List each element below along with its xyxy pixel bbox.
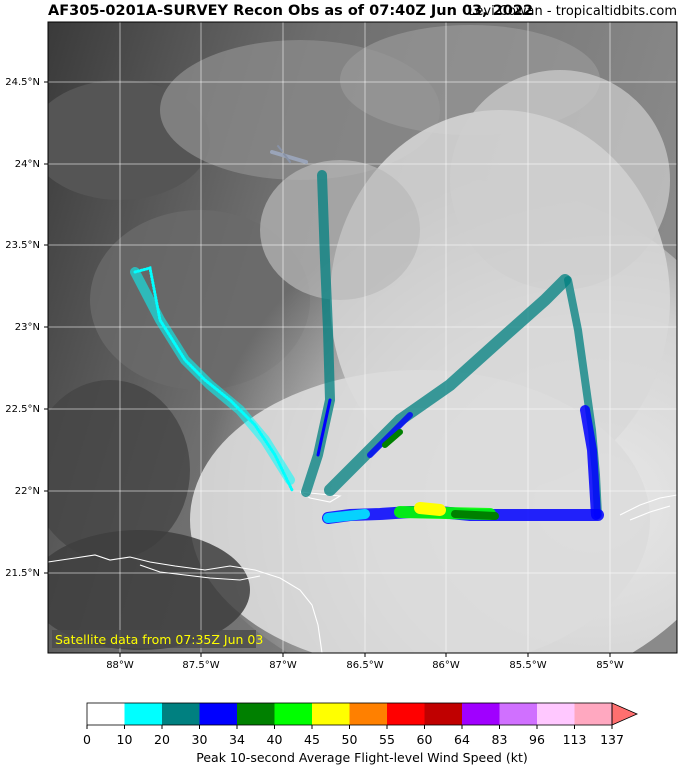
lon-label: 86°W	[432, 660, 460, 671]
credit-text: Levi Cowan - tropicaltidbits.com	[468, 4, 677, 19]
colorbar-tick-label: 83	[492, 732, 508, 747]
colorbar-tick-label: 137	[600, 732, 624, 747]
colorbar-tick-label: 113	[563, 732, 587, 747]
colorbar-cell	[199, 703, 237, 725]
map-frame	[47, 21, 678, 654]
colorbar-title: Peak 10-second Average Flight-level Wind…	[196, 750, 527, 765]
lon-label: 86.5°W	[346, 660, 383, 671]
colorbar-cell	[499, 703, 537, 725]
colorbar-tick-label: 40	[267, 732, 283, 747]
colorbar-cell	[124, 703, 162, 725]
colorbar-cell	[424, 703, 462, 725]
colorbar-tick-label: 34	[229, 732, 245, 747]
lon-axis: 88°W 87.5°W 87°W 86.5°W 86°W 85.5°W 85°W	[106, 660, 624, 671]
colorbar-tick-label: 50	[342, 732, 358, 747]
colorbar-tick-label: 60	[417, 732, 433, 747]
colorbar-cell	[537, 703, 575, 725]
satellite-image	[48, 22, 677, 653]
colorbar-tick-label: 64	[454, 732, 470, 747]
lat-label: 23°N	[15, 322, 40, 333]
colorbar-cell	[387, 703, 425, 725]
lon-label: 87°W	[269, 660, 297, 671]
colorbar-tick-label: 96	[529, 732, 545, 747]
colorbar-tick-label: 0	[83, 732, 91, 747]
colorbar-tick-label: 45	[304, 732, 320, 747]
lat-label: 22°N	[15, 486, 40, 497]
colorbar-tick-label: 55	[379, 732, 395, 747]
colorbar-cell	[162, 703, 200, 725]
lat-axis: 24.5°N 24°N 23.5°N 23°N 22.5°N 22°N 21.5…	[5, 77, 40, 579]
colorbar-cell	[274, 703, 312, 725]
colorbar-extend-arrow	[611, 702, 638, 726]
lat-label: 22.5°N	[5, 404, 40, 415]
coastline	[48, 491, 677, 653]
colorbar-tick-label: 30	[192, 732, 208, 747]
colorbar-cell	[87, 703, 125, 725]
lon-label: 85°W	[596, 660, 624, 671]
flight-track	[130, 145, 604, 524]
lat-label: 24.5°N	[5, 77, 40, 88]
colorbar-cell	[312, 703, 350, 725]
colorbar-tick-label: 10	[117, 732, 133, 747]
colorbar-tick-label: 20	[154, 732, 170, 747]
lon-label: 87.5°W	[182, 660, 219, 671]
colorbar-cell	[237, 703, 275, 725]
lat-ticks	[44, 81, 48, 574]
colorbar	[86, 702, 638, 726]
colorbar-cell	[349, 703, 387, 725]
satellite-note-box	[52, 630, 256, 648]
lon-label: 88°W	[106, 660, 134, 671]
colorbar-ticks: 0 10 20 30 34 40 45 50 55 60 64 83 96 113 137	[83, 725, 624, 747]
track-segment-north	[301, 170, 336, 497]
colorbar-cell	[462, 703, 500, 725]
lat-label: 21.5°N	[5, 568, 40, 579]
lat-label: 23.5°N	[5, 240, 40, 251]
lon-label: 85.5°W	[509, 660, 546, 671]
lon-ticks	[119, 653, 611, 657]
map-title: AF305-0201A-SURVEY Recon Obs as of 07:40…	[48, 3, 534, 19]
satellite-note: Satellite data from 07:35Z Jun 03	[55, 632, 263, 647]
colorbar-cell	[574, 703, 612, 725]
graticule	[48, 22, 677, 653]
aircraft-icon	[270, 145, 308, 164]
lat-label: 24°N	[15, 159, 40, 170]
track-segment-northeast	[324, 274, 571, 496]
